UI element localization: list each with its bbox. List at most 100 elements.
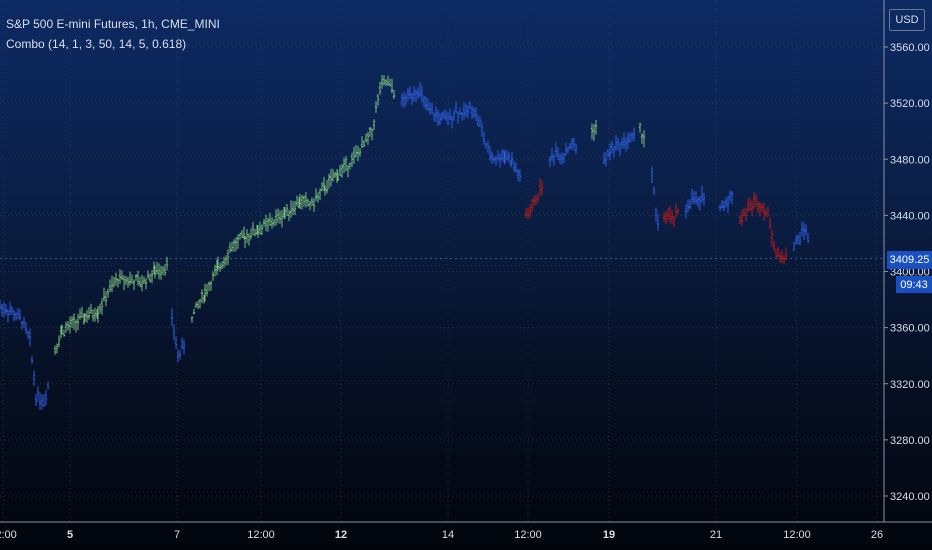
ohlc-bar [524,208,528,219]
ohlc-bar [136,270,140,286]
ohlc-bar [770,229,774,247]
last-price-tag: 3409.25 [887,251,932,269]
ohlc-bar [304,191,308,208]
ohlc-bar [642,130,646,148]
ohlc-bar [626,132,630,150]
ohlc-bar [632,127,636,142]
ohlc-bar [161,266,165,275]
ohlc-bar [556,146,560,160]
ohlc-bar [308,200,312,211]
ohlc-bar [448,108,452,120]
x-tick-label: 12:00 [783,529,811,541]
ohlc-bar [774,248,778,259]
ohlc-bar [378,81,382,95]
ohlc-bar [200,289,204,304]
currency-badge[interactable]: USD [889,9,925,31]
ohlc-bar [258,221,262,235]
ohlc-bar [89,303,93,314]
ohlc-bar [574,144,578,154]
ohlc-bar [460,111,464,121]
ohlc-bar [428,102,432,115]
ohlc-bar [528,204,532,218]
ohlc-bar [335,169,339,183]
ohlc-bar [280,209,284,228]
ohlc-bar [414,89,418,102]
ohlc-bar [170,308,174,327]
indicator-label[interactable]: Combo (14, 1, 3, 50, 14, 5, 0.618) [6,37,187,51]
ohlc-bar [253,229,257,237]
ohlc-bar [108,279,112,293]
ohlc-bar [614,135,618,151]
ohlc-bar [480,122,484,138]
ohlc-bar [302,195,306,207]
ohlc-bar [331,168,335,182]
ohlc-bar [640,133,644,144]
ohlc-bar [298,193,302,210]
ohlc-bar [752,192,756,210]
y-tick-label: 3480.00 [890,154,930,166]
ohlc-bar [272,218,276,227]
x-tick-label: 12:00 [514,529,542,541]
ohlc-bar [420,85,424,103]
ohlc-bar [694,191,698,205]
ohlc-bar [780,249,784,264]
ohlc-bar [462,102,466,120]
ohlc-bar [440,112,444,121]
ohlc-bar [228,242,232,254]
ohlc-bar [198,298,202,309]
ohlc-bar [382,75,386,86]
ohlc-bar [209,280,213,291]
ohlc-bar [552,154,556,166]
ohlc-bar [344,155,348,172]
ohlc-bar [153,265,157,279]
ohlc-bar [314,188,318,202]
ohlc-bar [536,193,540,203]
ohlc-bar [608,143,612,161]
ohlc-bar [60,324,64,335]
ohlc-bar [44,390,48,406]
ohlc-bar [472,107,476,119]
ohlc-bar [274,209,278,226]
ohlc-bar [8,301,12,316]
ohlc-bar [656,213,660,231]
ohlc-bar [192,308,196,315]
ohlc-bar [122,275,126,291]
ohlc-bar [776,246,780,258]
ohlc-bar [722,200,726,212]
ohlc-bar [251,222,255,236]
ohlc-bar [348,162,352,170]
ohlc-bar [772,240,776,252]
ohlc-bar [518,168,522,183]
ohlc-bar [432,113,436,122]
ohlc-bar [289,200,293,218]
ohlc-bar [436,110,440,127]
ohlc-bar [182,339,186,355]
x-tick-label: 26 [871,529,883,541]
ohlc-bar [540,180,544,195]
ohlc-bar [674,203,678,218]
ohlc-bar [800,221,804,237]
ohlc-bar [526,207,530,219]
ohlc-bar [742,207,746,217]
ohlc-bar [572,137,576,151]
ohlc-bar [505,150,509,161]
ohlc-bar [278,210,282,224]
ohlc-bar [560,152,564,165]
ohlc-bar [514,162,518,174]
ohlc-bar [0,299,2,311]
ohlc-bar [720,200,724,209]
ohlc-bar [140,274,144,292]
ohlc-bar [346,164,350,178]
ohlc-bar [211,271,215,281]
ohlc-bar [700,185,704,203]
ohlc-bar [232,239,236,252]
y-tick-label: 3320.00 [890,379,930,391]
symbol-title[interactable]: S&P 500 E-mini Futures, 1h, CME_MINI [6,17,220,31]
ohlc-bar [106,288,110,298]
ohlc-bar [126,276,130,288]
ohlc-bar [28,328,32,347]
ohlc-bar [500,149,504,162]
ohlc-bar [692,190,696,204]
ohlc-bar [434,106,438,123]
